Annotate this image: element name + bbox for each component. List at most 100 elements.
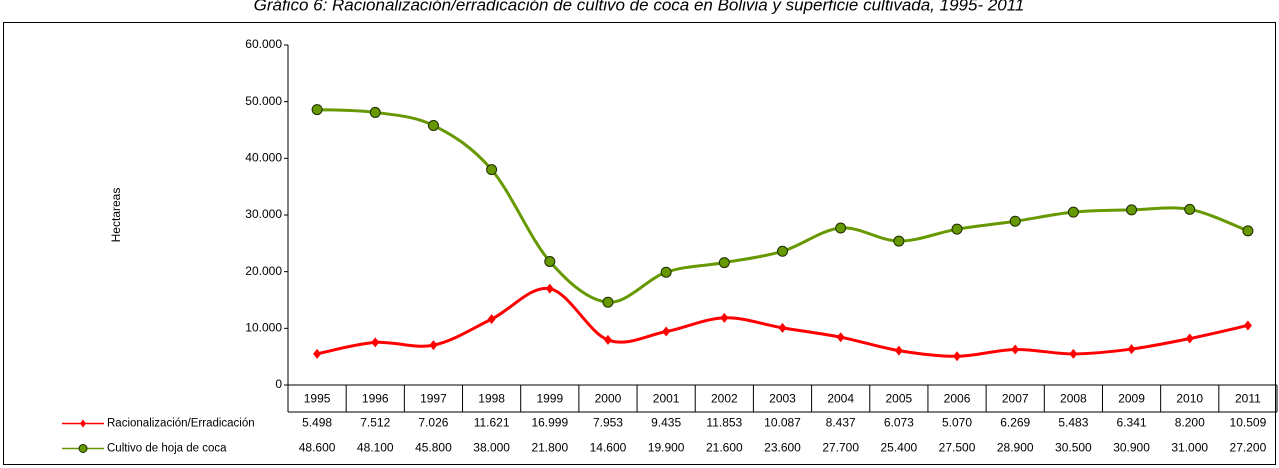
- legend-marker: [78, 444, 88, 453]
- legend-label: Racionalización/Erradicación: [107, 418, 255, 430]
- y-tick-label: 0: [275, 377, 282, 391]
- x-tick-label: 2007: [1002, 392, 1029, 406]
- x-tick-label: 2008: [1060, 392, 1087, 406]
- value-label: 10.509: [1230, 416, 1267, 430]
- legend-label: Cultivo de hoja de coca: [107, 443, 227, 455]
- marker: [487, 314, 496, 325]
- value-label: 28.900: [997, 441, 1034, 455]
- x-tick-label: 2005: [886, 392, 913, 406]
- x-tick-label: 2000: [595, 392, 622, 406]
- chart-border: [3, 22, 1276, 465]
- marker: [545, 283, 554, 294]
- value-label: 7.026: [418, 416, 448, 430]
- value-label: 27.500: [939, 441, 976, 455]
- marker: [1067, 206, 1079, 218]
- y-tick-label: 20.000: [245, 264, 282, 278]
- y-tick-label: 40.000: [245, 151, 282, 165]
- x-tick-label: 1996: [362, 392, 389, 406]
- value-label: 27.700: [822, 441, 859, 455]
- value-label: 21.800: [531, 441, 568, 455]
- y-axis-title: Hectareas: [109, 188, 123, 243]
- x-tick-label: 2006: [944, 392, 971, 406]
- chart-title: Gráfico 6: Racionalización/erradicación …: [254, 0, 1025, 14]
- marker: [718, 257, 730, 269]
- x-tick-label: 1999: [536, 392, 563, 406]
- marker: [836, 332, 845, 343]
- value-label: 5.483: [1058, 416, 1088, 430]
- marker: [429, 340, 438, 351]
- marker: [894, 345, 903, 356]
- marker: [544, 255, 556, 267]
- marker: [777, 245, 788, 257]
- marker: [1243, 320, 1252, 331]
- value-label: 45.800: [415, 441, 452, 455]
- y-tick-label: 10.000: [245, 321, 282, 335]
- value-label: 6.341: [1117, 416, 1147, 430]
- value-label: 9.435: [651, 416, 681, 430]
- value-label: 27.200: [1230, 441, 1267, 455]
- x-tick-label: 2001: [653, 392, 680, 406]
- value-label: 10.087: [764, 416, 801, 430]
- x-tick-label: 1998: [478, 392, 505, 406]
- value-label: 31.000: [1171, 441, 1208, 455]
- marker: [427, 119, 439, 131]
- marker: [835, 222, 847, 234]
- y-tick-label: 60.000: [245, 37, 282, 51]
- marker: [778, 322, 787, 333]
- marker: [311, 104, 323, 116]
- line-series: [317, 108, 1249, 304]
- marker: [1126, 204, 1138, 216]
- marker: [1242, 225, 1254, 237]
- marker: [953, 351, 962, 362]
- marker: [720, 312, 729, 323]
- marker: [1069, 348, 1078, 359]
- value-label: 30.900: [1113, 441, 1150, 455]
- marker: [486, 164, 498, 176]
- value-label: 48.600: [299, 441, 336, 455]
- x-tick-label: 2004: [827, 392, 854, 406]
- legend-marker: [80, 419, 86, 428]
- value-label: 5.070: [942, 416, 972, 430]
- marker: [369, 106, 381, 118]
- marker: [660, 266, 672, 278]
- value-label: 23.600: [764, 441, 801, 455]
- value-label: 21.600: [706, 441, 743, 455]
- y-tick-label: 30.000: [245, 207, 282, 221]
- value-label: 6.269: [1000, 416, 1030, 430]
- value-label: 16.999: [531, 416, 568, 430]
- x-tick-label: 1995: [304, 392, 331, 406]
- marker: [1127, 344, 1136, 355]
- value-label: 30.500: [1055, 441, 1092, 455]
- value-label: 8.437: [826, 416, 856, 430]
- line-series: [316, 286, 1249, 358]
- marker: [371, 337, 380, 348]
- value-label: 5.498: [302, 416, 332, 430]
- value-label: 38.000: [473, 441, 510, 455]
- marker: [1184, 203, 1196, 215]
- marker: [662, 326, 671, 337]
- y-tick-label: 50.000: [245, 94, 282, 108]
- value-label: 19.900: [648, 441, 685, 455]
- value-label: 7.953: [593, 416, 623, 430]
- marker: [951, 223, 963, 235]
- marker: [313, 348, 322, 359]
- value-label: 8.200: [1175, 416, 1205, 430]
- marker: [1009, 215, 1021, 227]
- x-tick-label: 2010: [1176, 392, 1203, 406]
- value-label: 11.621: [474, 416, 510, 430]
- marker: [602, 296, 614, 308]
- marker: [893, 235, 905, 247]
- x-tick-label: 2002: [711, 392, 738, 406]
- value-label: 25.400: [881, 441, 918, 455]
- x-tick-label: 2009: [1118, 392, 1145, 406]
- x-tick-label: 1997: [420, 392, 447, 406]
- value-label: 6.073: [884, 416, 914, 430]
- value-label: 7.512: [360, 416, 390, 430]
- x-tick-label: 2011: [1235, 392, 1261, 406]
- marker: [603, 334, 612, 345]
- marker: [1185, 333, 1194, 344]
- value-label: 11.853: [706, 416, 742, 430]
- marker: [1011, 344, 1020, 355]
- x-tick-label: 2003: [769, 392, 796, 406]
